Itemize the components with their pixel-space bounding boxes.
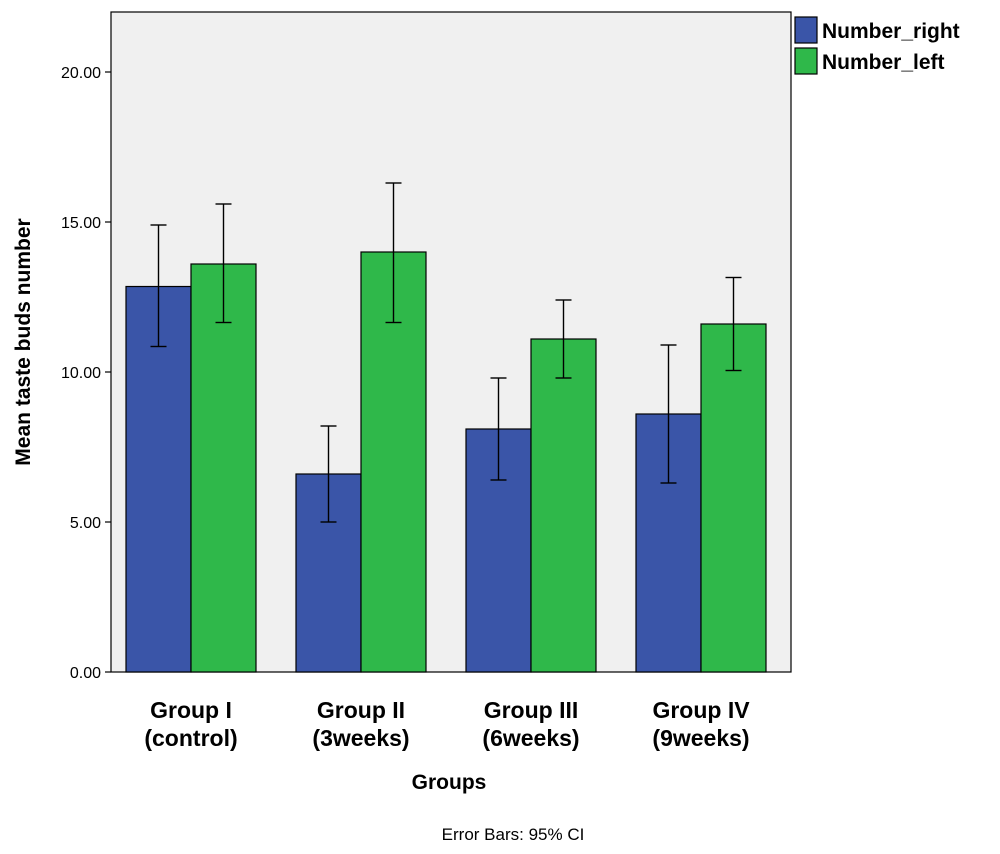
x-axis-labels: Group I(control) Group II(3weeks) Group II… [144,697,750,751]
y-axis: 0.00 5.00 10.00 15.00 20.00 [61,65,111,682]
x-category-label: Group IV [652,697,750,723]
y-tick-label: 10.00 [61,365,101,382]
legend-swatch [794,47,818,75]
bar-number-right [125,285,192,673]
legend-swatch [794,16,818,44]
y-tick-label: 0.00 [70,665,101,682]
bar-number-left [530,338,597,673]
x-category-label: Group I [150,697,232,723]
y-axis-title: Mean taste buds number [12,218,35,465]
bar-number-left [190,263,257,673]
error-bar-group [150,182,742,523]
legend: Number_right Number_left [794,16,960,75]
legend-label: Number_left [822,51,945,74]
x-category-label: Group III [484,697,579,723]
x-axis-title: Groups [412,771,487,794]
y-tick-label: 5.00 [70,515,101,532]
footnote: Error Bars: 95% CI [442,825,585,844]
legend-label: Number_right [822,20,960,43]
x-category-label: (control) [144,725,237,751]
bar-group [125,251,767,673]
x-category-label: Group II [317,697,405,723]
x-category-label: (9weeks) [652,725,749,751]
x-category-label: (6weeks) [482,725,579,751]
y-tick-label: 20.00 [61,65,101,82]
bar-number-left [700,323,767,673]
y-tick-label: 15.00 [61,215,101,232]
x-category-label: (3weeks) [312,725,409,751]
